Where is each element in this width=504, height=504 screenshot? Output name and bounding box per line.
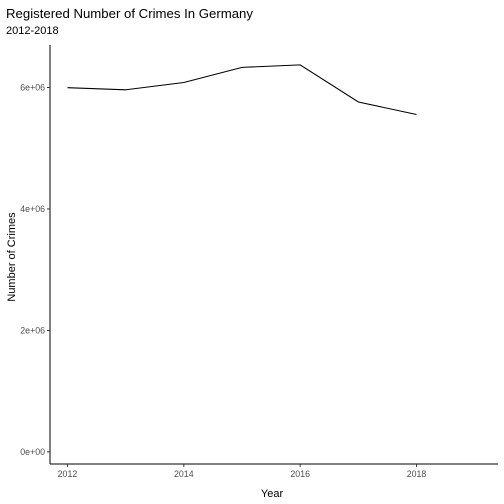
chart-subtitle: 2012-2018 (6, 25, 59, 37)
x-tick-label: 2016 (290, 469, 310, 479)
x-tick-label: 2018 (407, 469, 427, 479)
y-tick-label: 2e+06 (20, 325, 45, 335)
plot-area: 2012 2014 2016 2018 0e+00 2e+06 4e+06 6e+06 (20, 45, 498, 479)
y-tick-label: 0e+00 (20, 447, 45, 457)
chart-title: Registered Number of Crimes In Germany (6, 6, 253, 21)
x-tick-label: 2012 (58, 469, 78, 479)
y-tick-label: 4e+06 (20, 204, 45, 214)
y-tick-label: 6e+06 (20, 83, 45, 93)
y-axis-label: Number of Crimes (6, 212, 18, 302)
x-tick-label: 2014 (174, 469, 194, 479)
x-axis-label: Year (261, 488, 284, 500)
series-line (67, 64, 417, 116)
